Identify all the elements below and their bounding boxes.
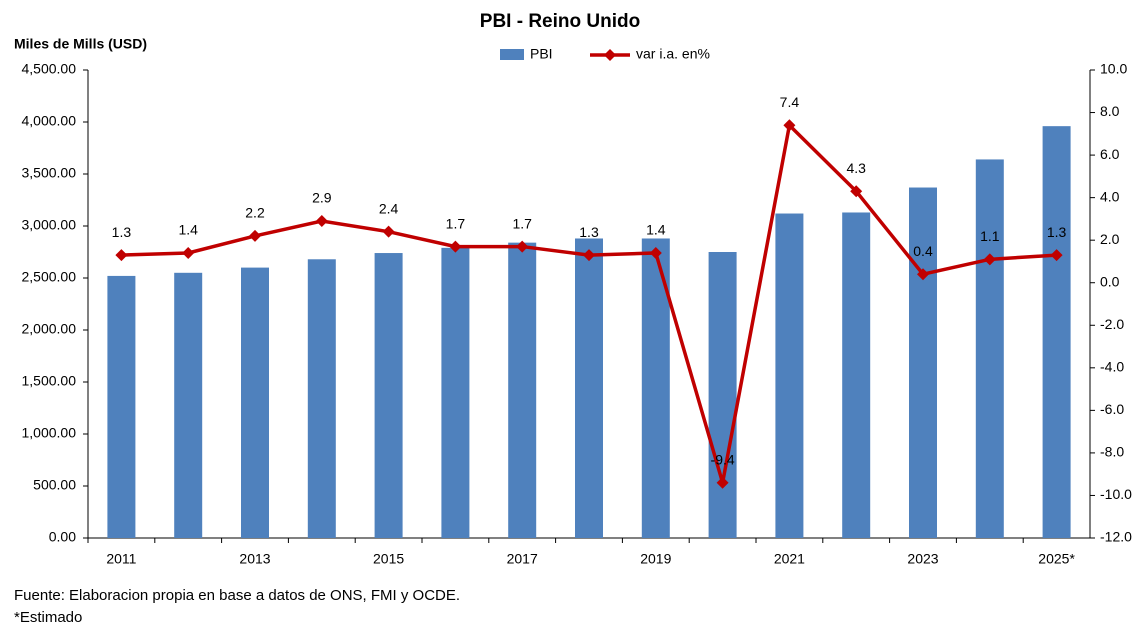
marker: [449, 240, 462, 253]
y-tick-label: 4,000.00: [22, 113, 77, 129]
x-tick-label: 2017: [507, 551, 538, 567]
bar: [174, 272, 203, 538]
bar: [842, 212, 871, 539]
x-tick-label: 2013: [239, 551, 270, 567]
y2-tick-label: 4.0: [1100, 188, 1120, 204]
legend-label: var i.a. en%: [636, 46, 710, 62]
y2-tick-label: -6.0: [1100, 401, 1124, 417]
data-label: -9.4: [711, 451, 735, 467]
y-tick-label: 2,000.00: [22, 321, 77, 337]
marker: [115, 249, 128, 262]
data-label: 7.4: [780, 94, 800, 110]
bar: [107, 275, 136, 538]
data-label: 1.3: [1047, 224, 1067, 240]
chart-title: PBI - Reino Unido: [480, 11, 640, 32]
data-label: 1.3: [112, 224, 132, 240]
data-label: 0.4: [913, 243, 933, 259]
footnote: *Estimado: [14, 609, 82, 625]
x-tick-label: 2025*: [1038, 551, 1075, 567]
y-tick-label: 3,500.00: [22, 165, 77, 181]
y-tick-label: 500.00: [33, 477, 76, 493]
bar: [508, 242, 537, 538]
marker: [649, 246, 662, 259]
bar: [775, 213, 804, 538]
y-tick-label: 1,000.00: [22, 425, 77, 441]
marker: [983, 253, 996, 266]
y2-tick-label: 0.0: [1100, 273, 1120, 289]
bar: [441, 247, 470, 538]
y2-tick-label: -2.0: [1100, 316, 1124, 332]
marker: [249, 229, 261, 242]
marker: [1050, 249, 1063, 262]
y-tick-label: 4,500.00: [22, 61, 77, 77]
marker: [583, 249, 595, 262]
marker: [917, 268, 929, 281]
y-tick-label: 0.00: [49, 529, 76, 545]
data-label: 1.7: [446, 215, 466, 231]
y-axis-label: Miles de Mills (USD): [14, 36, 147, 52]
x-tick-label: 2023: [907, 551, 938, 567]
data-label: 2.9: [312, 190, 332, 206]
bar: [975, 159, 1004, 538]
data-label: 1.7: [512, 215, 532, 231]
y-tick-label: 2,500.00: [22, 269, 77, 285]
bar: [374, 253, 403, 539]
y2-tick-label: 2.0: [1100, 231, 1120, 247]
marker: [382, 225, 395, 238]
legend-marker: [604, 49, 616, 61]
bar: [708, 252, 737, 538]
marker: [182, 246, 195, 259]
y2-tick-label: -10.0: [1100, 486, 1132, 502]
legend-swatch: [500, 49, 524, 60]
y2-tick-label: -8.0: [1100, 444, 1124, 460]
y-tick-label: 1,500.00: [22, 373, 77, 389]
y2-tick-label: -4.0: [1100, 359, 1124, 375]
data-label: 2.2: [245, 205, 265, 221]
x-tick-label: 2015: [373, 551, 404, 567]
data-label: 1.4: [646, 222, 666, 238]
y2-tick-label: 8.0: [1100, 103, 1120, 119]
data-label: 1.4: [178, 222, 198, 238]
data-label: 1.1: [980, 228, 1000, 244]
data-label: 2.4: [379, 200, 399, 216]
bar: [307, 259, 336, 538]
bar: [909, 187, 937, 538]
data-label: 1.3: [579, 224, 599, 240]
bar: [1042, 126, 1071, 538]
marker: [516, 240, 529, 253]
y2-tick-label: 6.0: [1100, 146, 1120, 162]
marker: [783, 119, 796, 132]
data-label: 4.3: [846, 160, 866, 176]
y-tick-label: 3,000.00: [22, 217, 77, 233]
bar: [575, 238, 603, 539]
x-tick-label: 2019: [640, 551, 671, 567]
legend-label: PBI: [530, 46, 553, 62]
x-tick-label: 2011: [106, 551, 136, 567]
bar: [241, 267, 269, 538]
x-tick-label: 2021: [774, 551, 805, 567]
marker: [850, 185, 863, 198]
marker: [716, 476, 729, 489]
y2-tick-label: 10.0: [1100, 61, 1127, 77]
source-note: Fuente: Elaboracion propia en base a dat…: [14, 587, 460, 604]
y2-tick-label: -12.0: [1100, 529, 1132, 545]
marker: [315, 215, 328, 228]
